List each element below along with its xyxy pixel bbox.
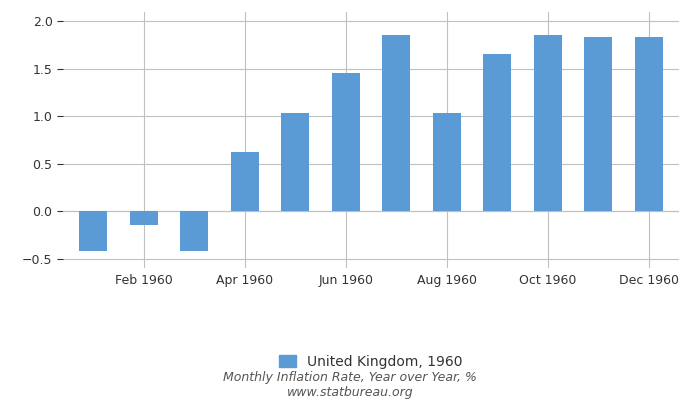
Legend: United Kingdom, 1960: United Kingdom, 1960 [279,354,463,368]
Text: www.statbureau.org: www.statbureau.org [287,386,413,399]
Bar [130,211,158,225]
Bar [332,73,360,211]
Bar [181,211,208,251]
Bar [281,112,309,211]
Bar [584,37,612,211]
Bar [433,114,461,211]
Bar [534,35,561,211]
Bar [382,35,410,211]
Bar [231,152,259,211]
Bar [79,211,107,251]
Bar [483,54,511,211]
Text: Monthly Inflation Rate, Year over Year, %: Monthly Inflation Rate, Year over Year, … [223,372,477,384]
Bar [635,37,663,211]
